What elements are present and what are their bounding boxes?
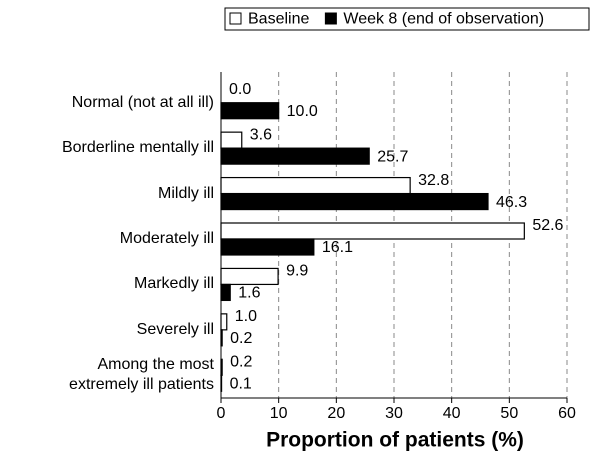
value-label: 10.0 bbox=[287, 103, 318, 120]
y-tick-label: Mildly ill bbox=[158, 184, 214, 202]
x-tick-label: 30 bbox=[385, 405, 403, 422]
bar bbox=[220, 131, 243, 149]
value-label: 3.6 bbox=[250, 126, 272, 143]
y-tick-label: Among the most extremely ill patients bbox=[69, 356, 214, 394]
y-tick-label: Markedly ill bbox=[133, 275, 214, 293]
value-label: 9.9 bbox=[286, 263, 308, 280]
legend-marker bbox=[229, 12, 242, 25]
bar bbox=[220, 358, 223, 376]
bar bbox=[220, 102, 280, 120]
y-tick-label: Moderately ill bbox=[119, 230, 214, 247]
x-tick-label: 60 bbox=[558, 405, 576, 422]
bar bbox=[220, 329, 223, 347]
legend-marker bbox=[324, 12, 337, 25]
value-label: 0.1 bbox=[230, 376, 252, 393]
value-label: 0.2 bbox=[230, 354, 252, 371]
bar bbox=[220, 238, 315, 256]
value-label: 25.7 bbox=[377, 148, 408, 165]
bar bbox=[220, 374, 223, 392]
x-tick-label: 50 bbox=[500, 405, 518, 422]
y-tick-label: Borderline mentally ill bbox=[61, 139, 214, 157]
value-label: 16.1 bbox=[322, 239, 353, 256]
x-tick-label: 40 bbox=[443, 405, 461, 422]
bar bbox=[220, 176, 411, 195]
bar bbox=[220, 147, 370, 165]
x-tick-label: 20 bbox=[327, 405, 345, 422]
x-tick-label: 0 bbox=[217, 405, 226, 422]
bar bbox=[220, 267, 279, 286]
bar bbox=[220, 283, 231, 302]
value-label: 1.6 bbox=[238, 285, 260, 302]
bar bbox=[220, 313, 228, 331]
x-tick-label: 10 bbox=[270, 405, 288, 422]
value-label: 0.2 bbox=[230, 330, 252, 347]
value-label: 1.0 bbox=[235, 308, 257, 325]
value-label: 0.0 bbox=[229, 81, 251, 98]
x-axis-title: Proportion of patients (%) bbox=[266, 429, 524, 452]
legend-box bbox=[224, 7, 590, 31]
value-label: 52.6 bbox=[532, 217, 563, 234]
value-label: 46.3 bbox=[496, 194, 527, 211]
y-tick-label: Severely ill bbox=[136, 320, 214, 338]
y-tick-label: Normal (not at all ill) bbox=[71, 93, 214, 111]
bar bbox=[220, 192, 489, 211]
legend-label: Week 8 (end of observation) bbox=[343, 11, 544, 28]
legend-label: Baseline bbox=[248, 11, 309, 28]
bar bbox=[220, 222, 525, 240]
value-label: 32.8 bbox=[418, 172, 449, 189]
